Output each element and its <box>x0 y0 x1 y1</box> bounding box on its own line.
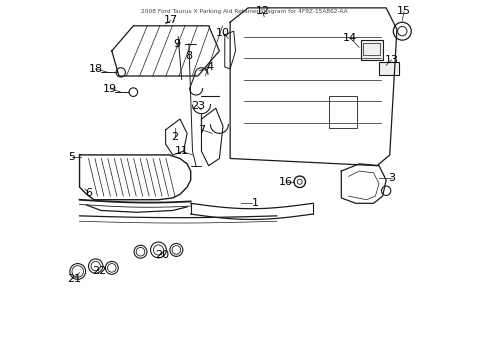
Text: 9: 9 <box>172 39 180 49</box>
Text: 5: 5 <box>68 152 75 162</box>
Text: 11: 11 <box>174 146 188 156</box>
Text: 19: 19 <box>103 84 117 94</box>
Text: 2008 Ford Taurus X Parking Aid Retainer Diagram for 4F9Z-15A862-AA: 2008 Ford Taurus X Parking Aid Retainer … <box>141 9 347 14</box>
Text: 4: 4 <box>206 62 214 72</box>
Text: 23: 23 <box>190 102 204 112</box>
Text: 1: 1 <box>251 198 258 208</box>
Text: 10: 10 <box>216 28 229 38</box>
Text: 14: 14 <box>343 33 357 43</box>
FancyBboxPatch shape <box>360 40 382 60</box>
Text: 3: 3 <box>387 173 394 183</box>
Text: 13: 13 <box>384 55 398 65</box>
Text: 22: 22 <box>92 266 106 276</box>
Text: 20: 20 <box>155 250 169 260</box>
Text: 8: 8 <box>185 51 192 61</box>
Text: 7: 7 <box>198 125 204 135</box>
Text: 17: 17 <box>163 15 178 26</box>
Text: 15: 15 <box>396 6 410 17</box>
FancyBboxPatch shape <box>378 62 398 75</box>
Text: 12: 12 <box>255 6 269 17</box>
Text: 18: 18 <box>88 64 102 74</box>
Text: 21: 21 <box>67 274 81 284</box>
Text: 16: 16 <box>278 177 292 187</box>
Text: 2: 2 <box>171 132 178 142</box>
Text: 6: 6 <box>85 188 92 198</box>
